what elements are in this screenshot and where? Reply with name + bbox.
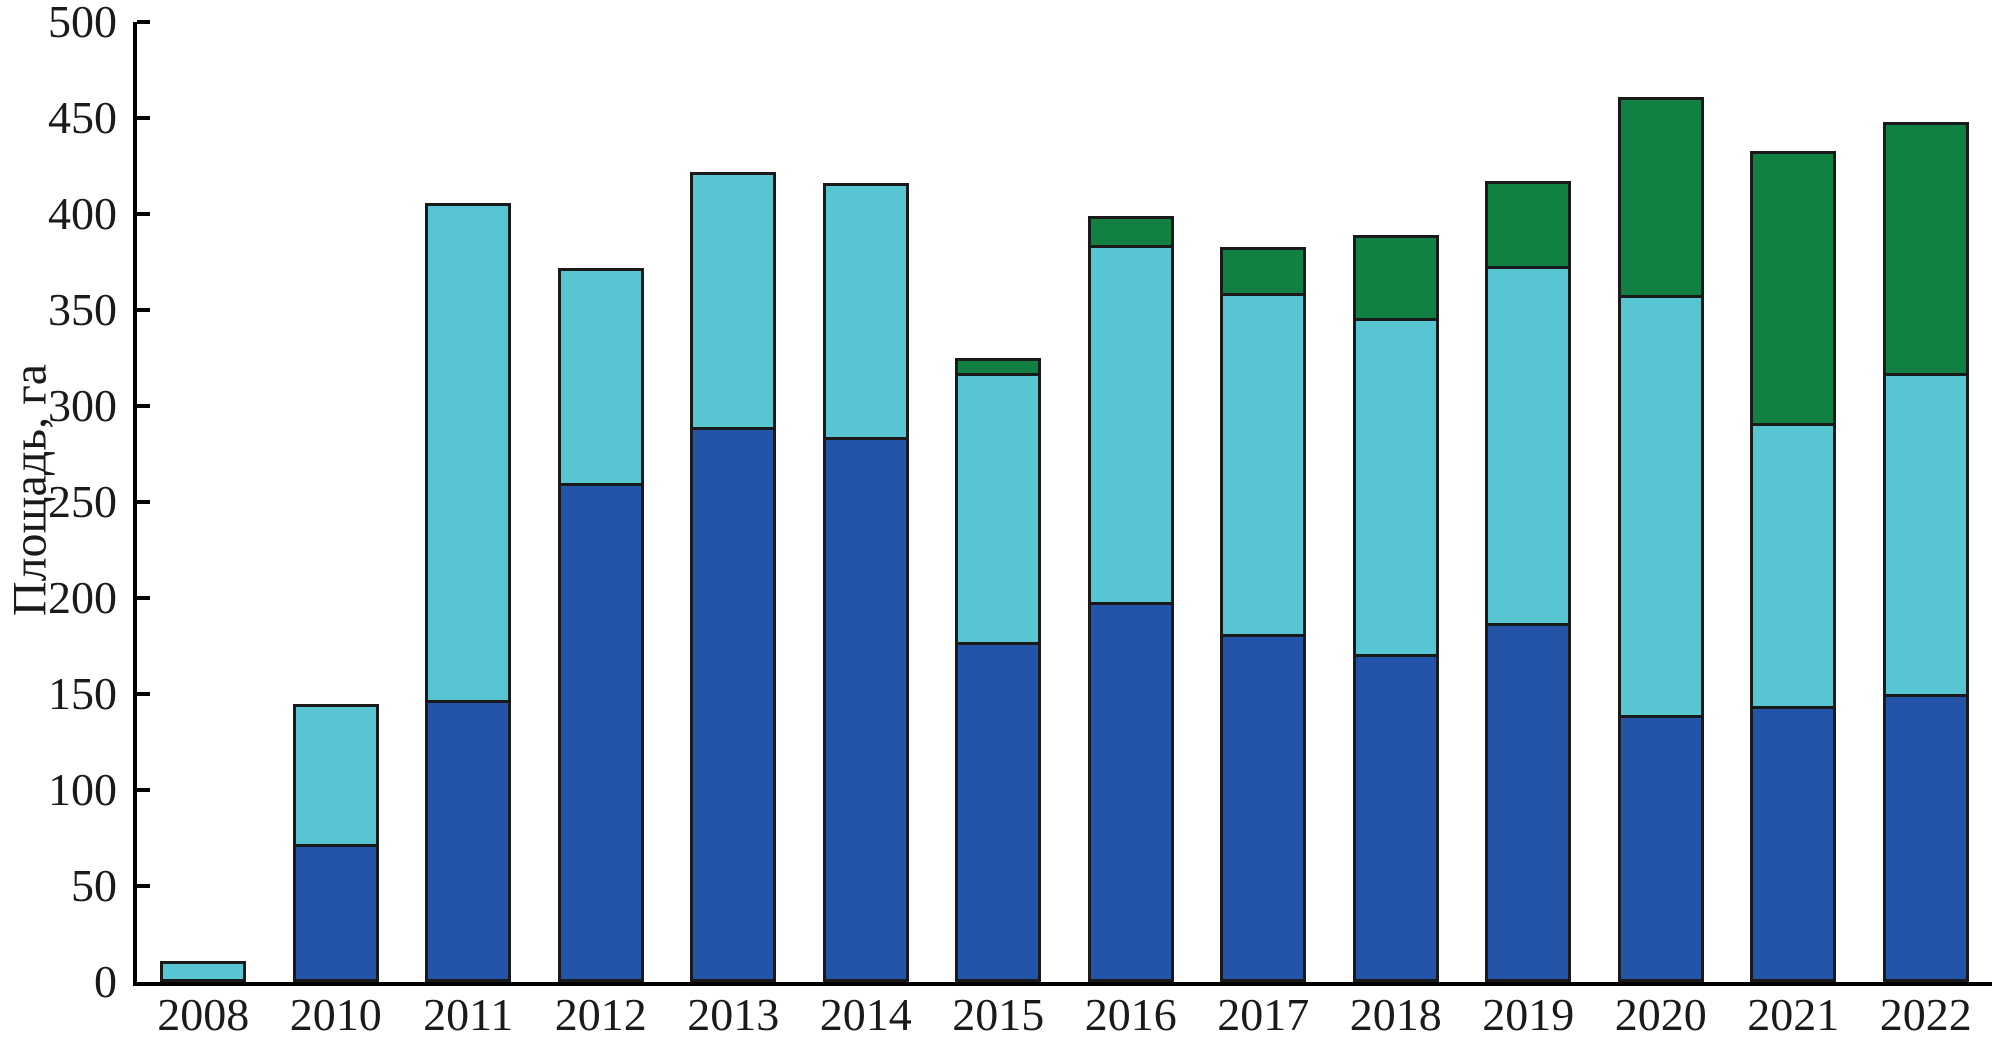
bar-slot-2018	[1330, 22, 1463, 982]
x-tick-label-2011: 2011	[423, 989, 514, 1040]
bar-segment-2012-blue-series	[557, 482, 644, 982]
bar-slot-2017	[1197, 22, 1330, 982]
bar-segment-2022-cyan-series	[1882, 373, 1969, 697]
bar-segment-2012-cyan-series	[557, 267, 644, 486]
bar-segment-2014-blue-series	[822, 436, 909, 982]
bar-segment-2011-cyan-series	[425, 202, 512, 703]
y-tick-label: 150	[48, 668, 117, 719]
bar-slot-2012	[535, 22, 668, 982]
y-tick-label: 200	[48, 572, 117, 623]
bar-segment-2010-blue-series	[292, 843, 379, 982]
x-tick-label-2014: 2014	[819, 989, 912, 1040]
bar-segment-2018-blue-series	[1352, 653, 1439, 982]
x-tick-label-2019: 2019	[1482, 989, 1575, 1040]
x-tick-label-2022: 2022	[1879, 989, 1972, 1040]
y-tick-label: 300	[48, 380, 117, 431]
bar-segment-2019-blue-series	[1485, 622, 1572, 982]
y-tick-label: 100	[48, 764, 117, 815]
bar-segment-2020-blue-series	[1617, 715, 1704, 982]
x-tick-label-2008: 2008	[157, 989, 250, 1040]
bar-segment-2017-green-series	[1220, 246, 1307, 296]
bar-segment-2017-blue-series	[1220, 634, 1307, 982]
plot-area	[133, 20, 1992, 986]
bar-segment-2017-cyan-series	[1220, 292, 1307, 638]
x-tick-label-2015: 2015	[952, 989, 1045, 1040]
bar-segment-2019-cyan-series	[1485, 265, 1572, 626]
x-tick-label-2013: 2013	[687, 989, 780, 1040]
bar-segment-2020-cyan-series	[1617, 294, 1704, 719]
bar-segment-2018-cyan-series	[1352, 317, 1439, 657]
y-axis-tick	[137, 308, 150, 312]
bar-segment-2013-cyan-series	[690, 171, 777, 431]
bar-slot-2008	[137, 22, 270, 982]
y-tick-label: 500	[48, 0, 117, 47]
x-tick-label-2012: 2012	[554, 989, 647, 1040]
x-tick-label-2017: 2017	[1217, 989, 1310, 1040]
bar-segment-2016-blue-series	[1087, 601, 1174, 982]
bar-segment-2010-cyan-series	[292, 703, 379, 847]
bar-segment-2015-blue-series	[955, 642, 1042, 982]
x-tick-label-2021: 2021	[1747, 989, 1840, 1040]
y-tick-label: 250	[48, 476, 117, 527]
bar-segment-2011-blue-series	[425, 699, 512, 982]
bar-segment-2022-green-series	[1882, 121, 1969, 377]
bar-slot-2022	[1860, 22, 1992, 982]
bar-slot-2021	[1727, 22, 1860, 982]
x-tick-label-2018: 2018	[1349, 989, 1442, 1040]
y-tick-label: 0	[94, 956, 117, 1007]
bar-slot-2010	[270, 22, 403, 982]
y-axis-tick	[137, 884, 150, 888]
y-tick-label: 50	[71, 860, 117, 911]
y-axis-tick	[137, 20, 150, 24]
y-tick-label: 400	[48, 188, 117, 239]
bar-segment-2020-green-series	[1617, 96, 1704, 298]
bar-segment-2019-green-series	[1485, 181, 1572, 269]
bar-segment-2015-cyan-series	[955, 373, 1042, 646]
y-axis-tick	[137, 500, 150, 504]
y-axis-tick	[137, 596, 150, 600]
bar-segment-2018-green-series	[1352, 235, 1439, 321]
bar-segment-2021-blue-series	[1750, 705, 1837, 982]
x-tick-label-2016: 2016	[1084, 989, 1177, 1040]
bar-slot-2016	[1065, 22, 1198, 982]
y-tick-label: 350	[48, 284, 117, 335]
x-tick-label-2020: 2020	[1614, 989, 1707, 1040]
bar-segment-2021-green-series	[1750, 150, 1837, 427]
bar-segment-2008-cyan-series	[160, 960, 247, 982]
bar-slot-2020	[1595, 22, 1728, 982]
bar-slot-2014	[800, 22, 933, 982]
bar-segment-2016-cyan-series	[1087, 244, 1174, 605]
bar-slot-2019	[1462, 22, 1595, 982]
bar-slot-2013	[667, 22, 800, 982]
y-axis-tick	[137, 404, 150, 408]
bar-segment-2016-green-series	[1087, 215, 1174, 248]
bar-segment-2014-cyan-series	[822, 183, 909, 440]
x-tick-label-2010: 2010	[289, 989, 382, 1040]
y-axis-tick	[137, 116, 150, 120]
bar-segment-2013-blue-series	[690, 427, 777, 982]
bar-segment-2021-cyan-series	[1750, 423, 1837, 709]
y-axis-tick	[137, 788, 150, 792]
bar-segment-2015-green-series	[955, 358, 1042, 377]
y-tick-label: 450	[48, 92, 117, 143]
bars-container	[137, 22, 1992, 982]
y-axis-tick-labels: 0 50 100 150 200 250 300 350 400 450 500	[0, 0, 117, 1006]
bar-slot-2015	[932, 22, 1065, 982]
bar-slot-2011	[402, 22, 535, 982]
y-axis-tick	[137, 692, 150, 696]
bar-segment-2022-blue-series	[1882, 694, 1969, 982]
y-axis-tick	[137, 212, 150, 216]
x-axis-tick-labels: 2008 2010 2011 2012 2013 2014 2015 2016 2017 2018…	[137, 990, 1992, 1042]
